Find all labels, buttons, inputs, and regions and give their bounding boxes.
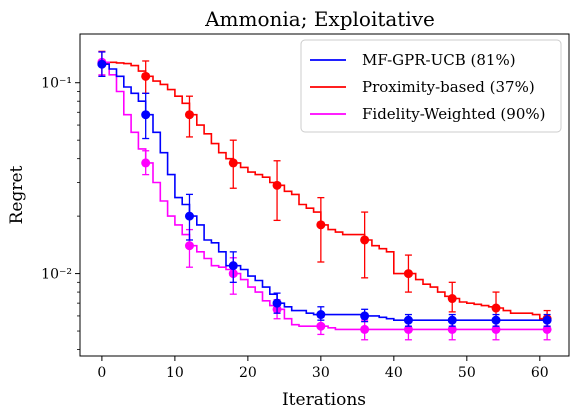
y-axis-ticks: 10⁻² 10⁻¹ xyxy=(41,76,80,350)
data-point xyxy=(228,261,238,271)
legend-items: MF-GPR-UCB (81%) Proximity-based (37%) Fid… xyxy=(310,51,545,123)
series-line xyxy=(101,61,548,320)
series-layer xyxy=(97,50,552,341)
series-line xyxy=(101,61,548,331)
data-point xyxy=(542,324,552,334)
legend-frame xyxy=(300,39,562,133)
data-point xyxy=(316,220,326,230)
x-tick-label: 50 xyxy=(458,365,476,381)
x-tick-label: 40 xyxy=(385,365,403,381)
data-point xyxy=(447,315,457,325)
data-point xyxy=(272,180,282,190)
data-point xyxy=(360,235,370,245)
y-axis-label: Regret xyxy=(7,165,27,224)
legend: MF-GPR-UCB (81%) Proximity-based (37%) Fid… xyxy=(300,39,562,133)
data-point xyxy=(542,315,552,325)
data-point xyxy=(403,324,413,334)
chart-title: Ammonia; Exploitative xyxy=(204,7,435,31)
legend-label: MF-GPR-UCB (81%) xyxy=(362,51,516,69)
data-point xyxy=(360,311,370,321)
data-point xyxy=(491,303,501,313)
data-point xyxy=(491,315,501,325)
x-axis-ticks: 0 10 20 30 40 50 60 xyxy=(97,356,549,381)
data-point xyxy=(141,110,151,120)
data-point xyxy=(228,158,238,168)
legend-label: Proximity-based (37%) xyxy=(362,78,535,96)
data-point xyxy=(184,241,194,251)
x-tick-label: 30 xyxy=(312,365,330,381)
legend-label: Fidelity-Weighted (90%) xyxy=(362,105,545,123)
series-0 xyxy=(97,51,552,327)
y-tick-label: 10⁻¹ xyxy=(41,76,72,92)
data-point xyxy=(360,324,370,334)
data-point xyxy=(272,298,282,308)
data-point xyxy=(491,324,501,334)
data-point xyxy=(447,294,457,304)
data-point xyxy=(97,59,107,69)
data-point xyxy=(447,324,457,334)
y-tick-label: 10⁻² xyxy=(41,267,72,283)
data-point xyxy=(184,110,194,120)
x-tick-label: 0 xyxy=(97,365,106,381)
data-point xyxy=(316,321,326,331)
x-tick-label: 20 xyxy=(239,365,257,381)
x-tick-label: 10 xyxy=(166,365,184,381)
data-point xyxy=(141,158,151,168)
series-2 xyxy=(97,51,552,341)
x-axis-label: Iterations xyxy=(282,390,366,410)
data-point xyxy=(184,211,194,221)
data-point xyxy=(141,71,151,81)
x-tick-label: 60 xyxy=(531,365,549,381)
data-point xyxy=(316,310,326,320)
data-point xyxy=(403,269,413,279)
plot-frame xyxy=(79,33,570,357)
data-point xyxy=(403,315,413,325)
